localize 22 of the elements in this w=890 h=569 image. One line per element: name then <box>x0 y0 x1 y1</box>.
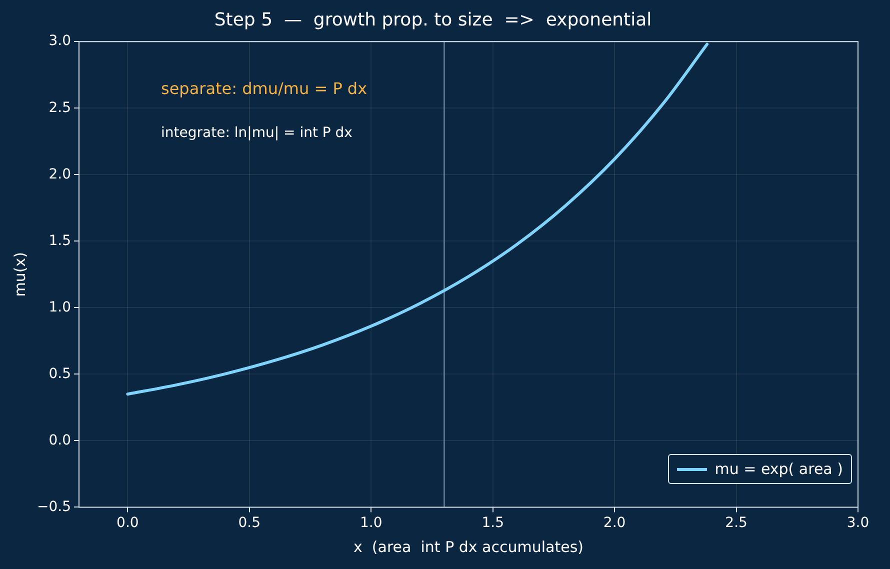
x-tick-label: 3.0 <box>846 515 870 532</box>
y-tick-label: 2.0 <box>48 166 71 182</box>
y-tick-label: 2.5 <box>48 100 71 116</box>
x-tick-label: 1.0 <box>360 515 382 532</box>
y-tick-label: 1.5 <box>48 232 71 249</box>
y-tick-label: 1.0 <box>48 299 71 316</box>
x-tick-label: 0.0 <box>116 515 139 532</box>
legend-label: mu = exp( area ) <box>714 460 843 478</box>
line-series <box>126 42 709 396</box>
y-tick-label: 3.0 <box>48 33 71 50</box>
y-tick-label: 0.0 <box>48 432 71 448</box>
chart-title: Step 5 — growth prop. to size => exponential <box>214 9 652 30</box>
x-tick-label: 1.5 <box>482 515 504 532</box>
x-tick-label: 2.5 <box>725 515 748 532</box>
y-tick-label: −0.5 <box>36 498 71 515</box>
y-axis-title: mu(x) <box>10 252 29 297</box>
x-tick-label: 2.0 <box>603 515 626 532</box>
x-tick-label: 0.5 <box>238 515 261 532</box>
y-tick-label: 0.5 <box>48 366 71 382</box>
annotation: separate: dmu/mu = P dx <box>161 79 368 98</box>
x-axis-title: x (area int P dx accumulates) <box>353 538 584 556</box>
annotation: integrate: ln|mu| = int P dx <box>161 125 352 141</box>
